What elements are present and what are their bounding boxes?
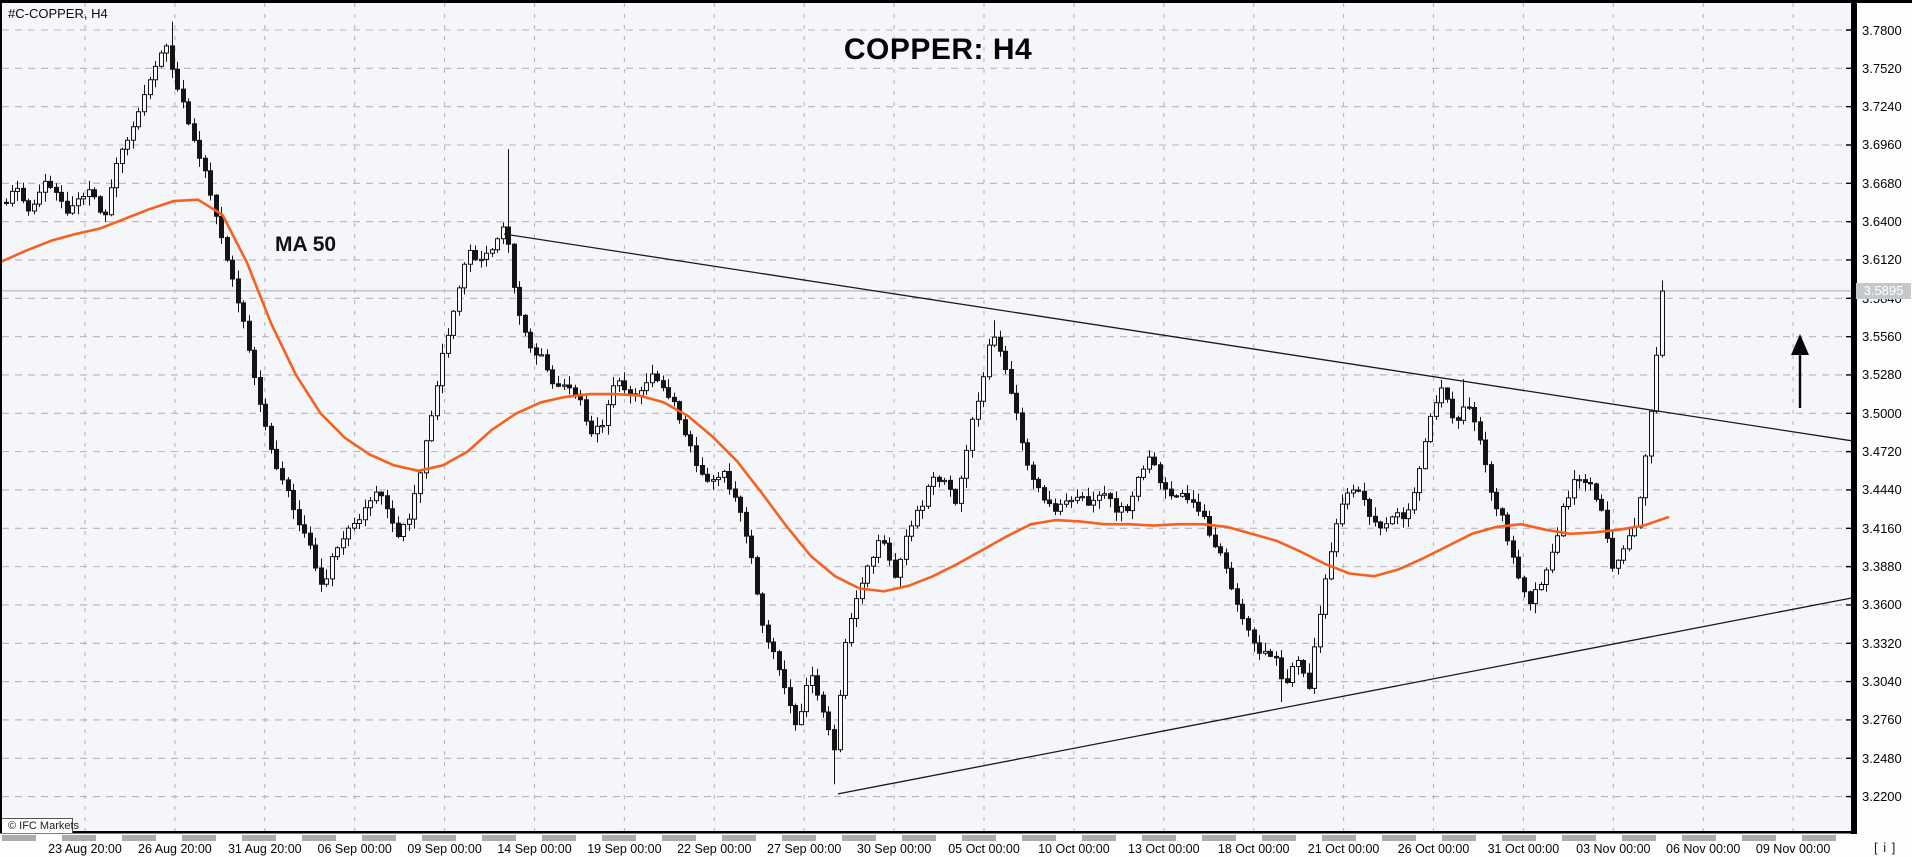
symbol-label: #C-COPPER, H4 (8, 6, 108, 21)
copyright-label: © IFC Markets (8, 820, 80, 832)
date-tick-label: 03 Nov 00:00 (1576, 842, 1651, 856)
price-tick-label: 3.2480 (1862, 750, 1902, 766)
ma50-line[interactable] (0, 198, 1670, 593)
copyright-box (2, 818, 73, 833)
candles-layer (4, 21, 1665, 785)
price-tick-label: 3.7800 (1862, 22, 1902, 38)
price-tick-label: 3.3600 (1862, 597, 1902, 613)
price-tick-label: 3.5280 (1862, 367, 1902, 383)
date-tick-label: 06 Nov 00:00 (1666, 842, 1741, 856)
date-tick-label: 31 Oct 00:00 (1487, 842, 1560, 856)
price-tick-label: 3.3320 (1862, 635, 1902, 651)
chart-title: COPPER: H4 (843, 33, 1033, 66)
upper-trendline[interactable] (503, 233, 1852, 442)
info-link[interactable]: [ i ] (1874, 840, 1897, 855)
date-tick-label: 23 Aug 20:00 (48, 842, 122, 856)
date-tick-label: 19 Sep 00:00 (587, 842, 662, 856)
date-tick-label: 13 Oct 00:00 (1128, 842, 1200, 856)
bear-candles (4, 45, 1615, 751)
date-tick-label: 22 Sep 00:00 (677, 842, 752, 856)
date-tick-label: 26 Oct 00:00 (1397, 842, 1470, 856)
price-tick-label: 3.6120 (1862, 252, 1902, 268)
price-tick-label: 3.4440 (1862, 482, 1902, 498)
date-tick-label: 30 Sep 00:00 (856, 842, 932, 856)
price-tick-label: 3.3040 (1862, 674, 1902, 690)
price-tick-label: 3.7520 (1862, 60, 1902, 76)
price-tick-label: 3.7240 (1862, 99, 1902, 115)
current-price-badge: 3.5895 (1856, 283, 1911, 299)
date-tick-label: 27 Sep 00:00 (767, 842, 842, 856)
price-tick-label: 3.2200 (1862, 789, 1902, 805)
price-tick-label: 3.6400 (1862, 214, 1902, 230)
price-tick-label: 3.5000 (1862, 405, 1902, 421)
ma50-label: MA 50 (275, 233, 337, 256)
date-tick-label: 09 Nov 00:00 (1755, 842, 1831, 856)
date-tick-label: 18 Oct 00:00 (1217, 842, 1290, 856)
bull-candles (10, 45, 1665, 751)
grid-layer (2, 3, 1851, 831)
date-tick-label: 06 Sep 00:00 (317, 842, 392, 856)
date-tick-label: 05 Oct 00:00 (948, 842, 1020, 856)
price-tick-label: 3.4160 (1862, 520, 1902, 536)
date-tick-label: 14 Sep 00:00 (497, 842, 572, 856)
price-tick-label: 3.6960 (1862, 137, 1902, 153)
lower-trendline[interactable] (837, 597, 1852, 795)
price-tick-label: 3.4720 (1862, 444, 1902, 460)
up-arrow-annotation[interactable] (1791, 334, 1809, 408)
date-tick-label: 21 Oct 00:00 (1307, 842, 1380, 856)
price-tick-label: 3.6680 (1862, 175, 1902, 191)
date-tick-label: 10 Oct 00:00 (1038, 842, 1110, 856)
chart-frame (0, 0, 1912, 834)
price-tick-label: 3.3880 (1862, 559, 1902, 575)
date-tick-label: 09 Sep 00:00 (407, 842, 482, 856)
date-tick-label: 31 Aug 20:00 (227, 842, 302, 856)
date-tick-label: 26 Aug 20:00 (138, 842, 212, 856)
price-tick-label: 3.5560 (1862, 329, 1902, 345)
price-tick-label: 3.2760 (1862, 712, 1902, 728)
